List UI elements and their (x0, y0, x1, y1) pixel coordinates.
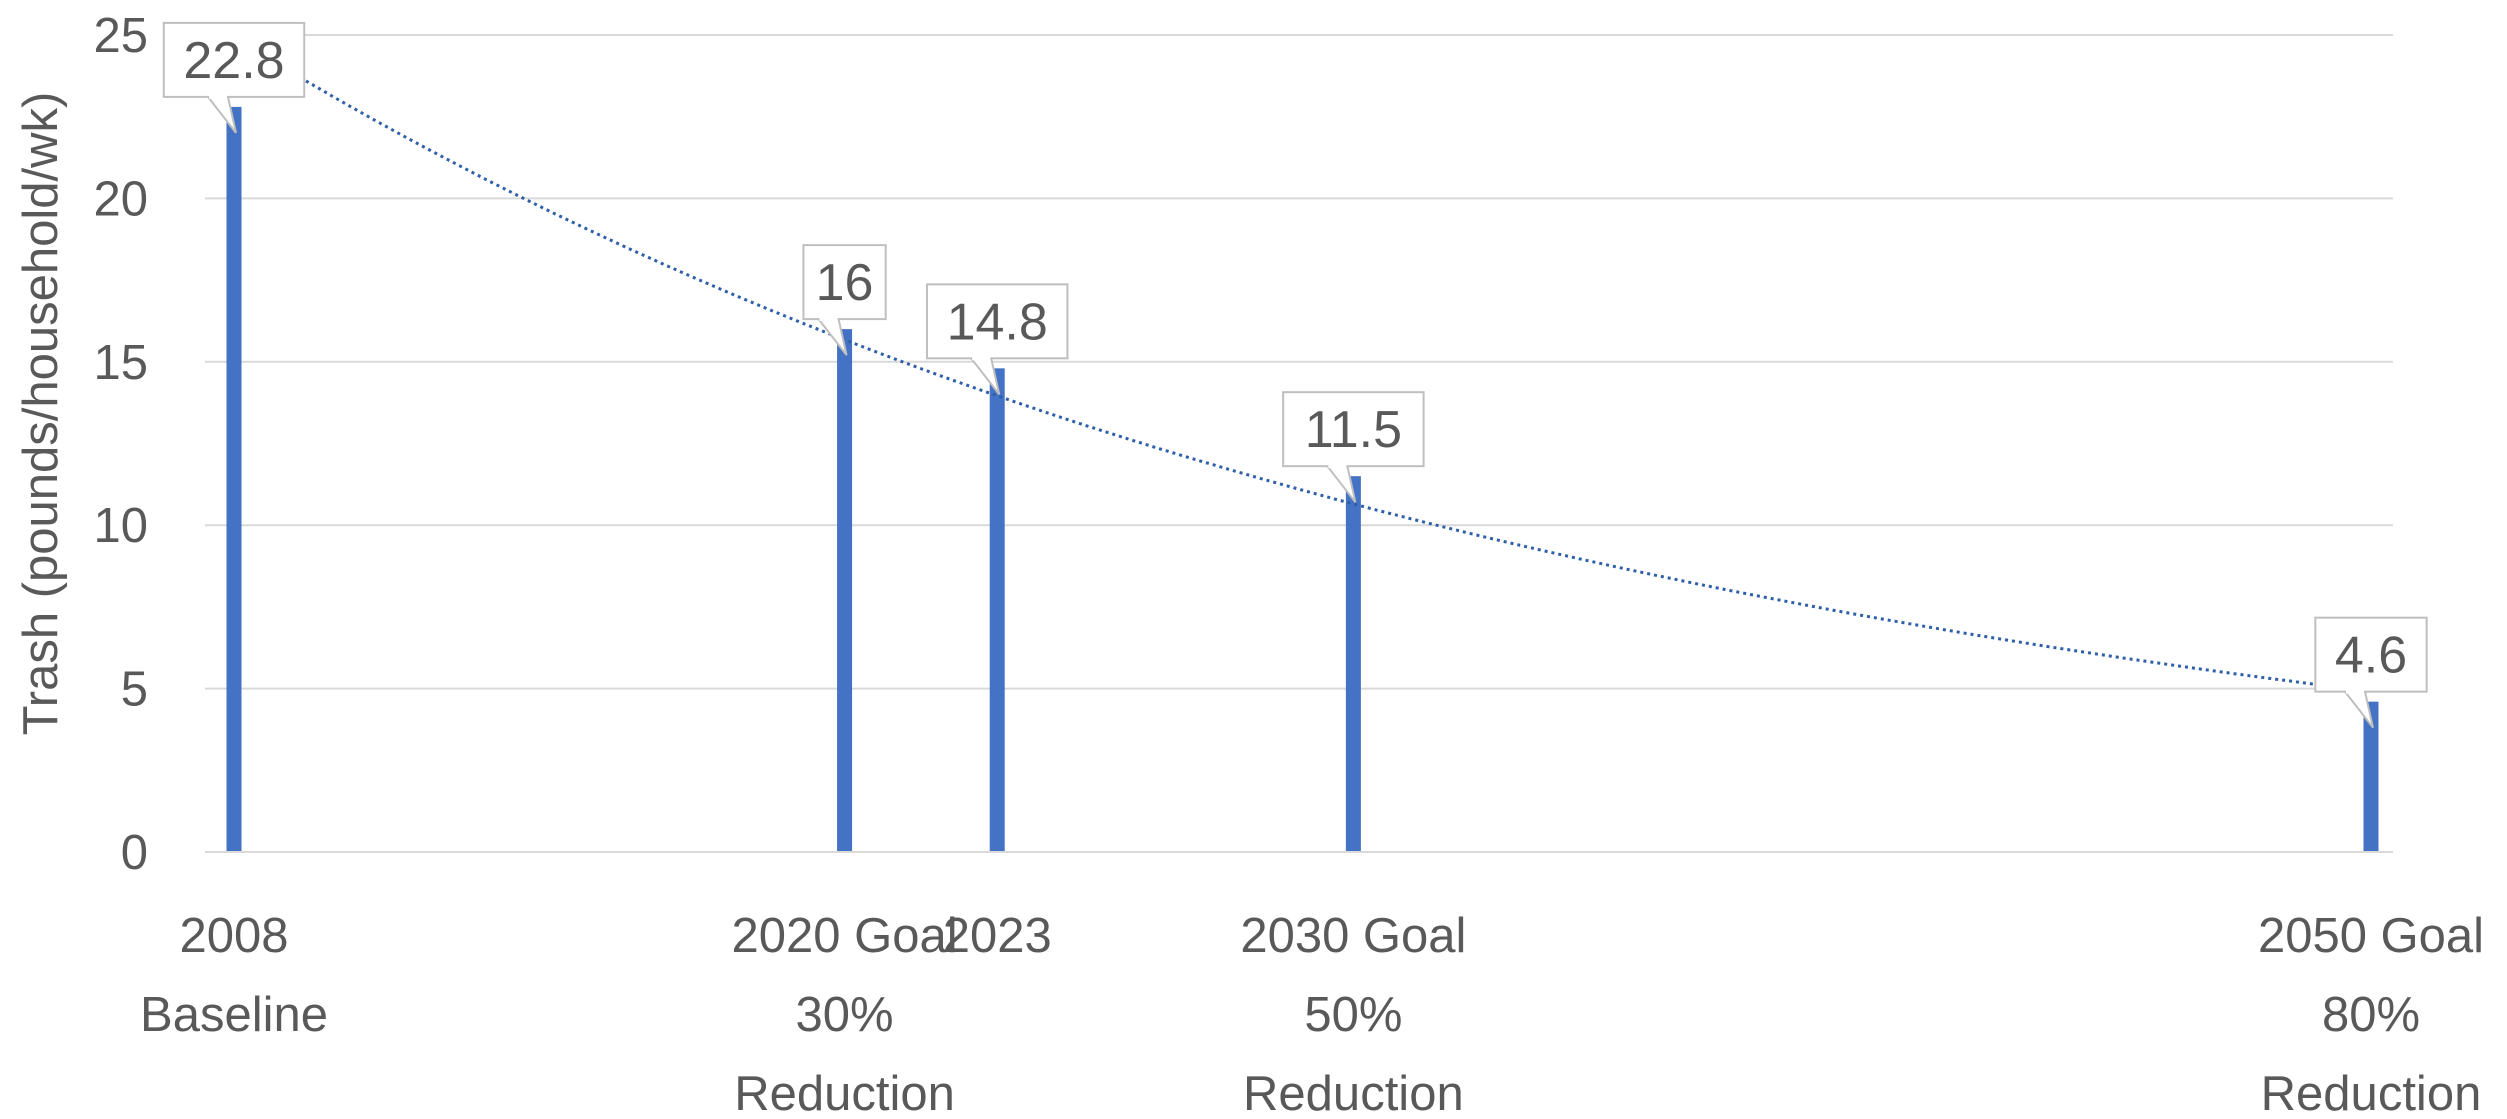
bars (226, 106, 2379, 852)
y-axis-ticks: 0 5 10 15 20 25 (93, 9, 148, 880)
y-tick-label: 10 (93, 499, 148, 553)
x-tick-label: 2020 Goal 30% Reduction (732, 909, 958, 1114)
x-tick-label-line: Baseline (140, 988, 328, 1042)
data-label-callout: 4.6 (2314, 616, 2428, 729)
x-tick-label-line: 2030 Goal (1240, 909, 1466, 963)
callout-pointer (205, 95, 237, 134)
data-label: 14.8 (947, 293, 1048, 351)
x-tick-label: 2030 Goal 50% Reduction (1240, 909, 1466, 1114)
x-tick-label-line: Reduction (2261, 1067, 2482, 1114)
data-label: 22.8 (183, 32, 284, 90)
x-tick-label-line: 80% (2322, 988, 2420, 1042)
gridlines (205, 34, 2393, 690)
callout-box (925, 283, 1069, 360)
callout-pointer (2342, 690, 2374, 729)
callout-seam (972, 355, 991, 361)
callout-seam (1328, 463, 1347, 469)
bar (1345, 476, 1361, 852)
data-label-callout: 16 (802, 244, 887, 356)
y-tick-label: 25 (93, 9, 148, 63)
callout-seam (819, 316, 838, 322)
y-axis-title: Trash (pounds/household/wk) (14, 92, 68, 736)
callout-seam (209, 93, 227, 99)
data-label: 11.5 (1305, 401, 1402, 459)
data-label: 4.6 (2335, 627, 2407, 685)
callout-box (2314, 616, 2428, 693)
x-tick-label-line: Reduction (734, 1067, 955, 1114)
x-tick-label-line: 2008 (179, 909, 288, 963)
data-label: 16 (816, 254, 874, 312)
callout-box (1282, 391, 1425, 468)
trendline (233, 36, 2372, 693)
data-label-callout: 22.8 (162, 21, 306, 134)
data-labels: 22.8 16 14.8 11.5 4.6 (162, 21, 2428, 729)
x-tick-label: 2008 Baseline (140, 909, 328, 1042)
y-tick-label: 20 (93, 172, 148, 226)
bar (226, 106, 242, 852)
x-tick-label: 2050 Goal 80% Reduction (2258, 909, 2484, 1114)
callout-pointer (816, 318, 848, 356)
x-tick-label: 2023 (943, 909, 1052, 963)
data-label-callout: 11.5 (1282, 391, 1425, 503)
y-tick-label: 15 (93, 336, 148, 390)
x-tick-label-line: 2050 Goal (2258, 909, 2484, 963)
bar (837, 329, 853, 852)
callout-box (802, 244, 887, 321)
x-tick-label-line: 30% (796, 988, 894, 1042)
bar (2363, 701, 2379, 852)
y-tick-label: 0 (121, 826, 148, 880)
x-tick-label-line: 2023 (943, 909, 1052, 963)
callout-seam (2346, 688, 2364, 694)
x-tick-label-line: 50% (1304, 988, 1402, 1042)
x-tick-label-line: 2020 Goal (732, 909, 958, 963)
callout-box (162, 21, 306, 98)
x-axis-labels: 2008 Baseline 2020 Goal 30% Reduction 2023 203… (140, 909, 2484, 1119)
y-tick-label: 5 (121, 663, 148, 717)
data-label-callout: 14.8 (925, 283, 1069, 395)
callout-pointer (1325, 465, 1357, 503)
bar (989, 368, 1005, 852)
x-tick-label-line: Reduction (1243, 1067, 1464, 1114)
